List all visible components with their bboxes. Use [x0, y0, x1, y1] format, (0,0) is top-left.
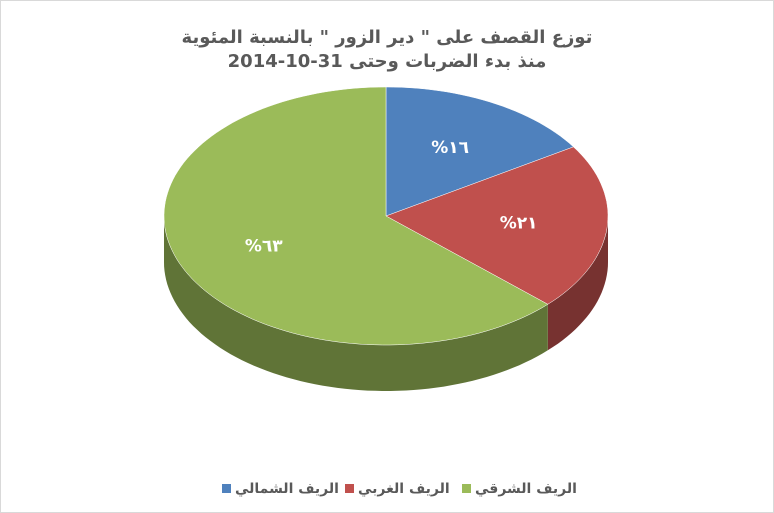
pie-slice-side [164, 216, 548, 391]
legend-label: الريف الغربي [358, 481, 450, 497]
data-label: ٢١% [500, 213, 538, 233]
chart-subtitle: منذ بدء الضربات وحتى 31-10-2014 [228, 51, 547, 72]
legend-swatch [462, 484, 471, 493]
pie-slice-side [547, 216, 608, 351]
pie-slice [385, 86, 574, 217]
pie-slice [163, 86, 549, 346]
data-label: ١٦% [431, 138, 469, 158]
chart-title: توزع القصف على " دير الزور " بالنسبة الم… [182, 27, 593, 48]
legend-swatch [345, 484, 354, 493]
pie-slice [385, 146, 609, 305]
legend-label: الريف الشرقي [475, 481, 577, 497]
legend-swatch [222, 484, 231, 493]
legend-label: الريف الشمالي [235, 481, 339, 497]
data-label: ٦٣% [245, 237, 283, 257]
